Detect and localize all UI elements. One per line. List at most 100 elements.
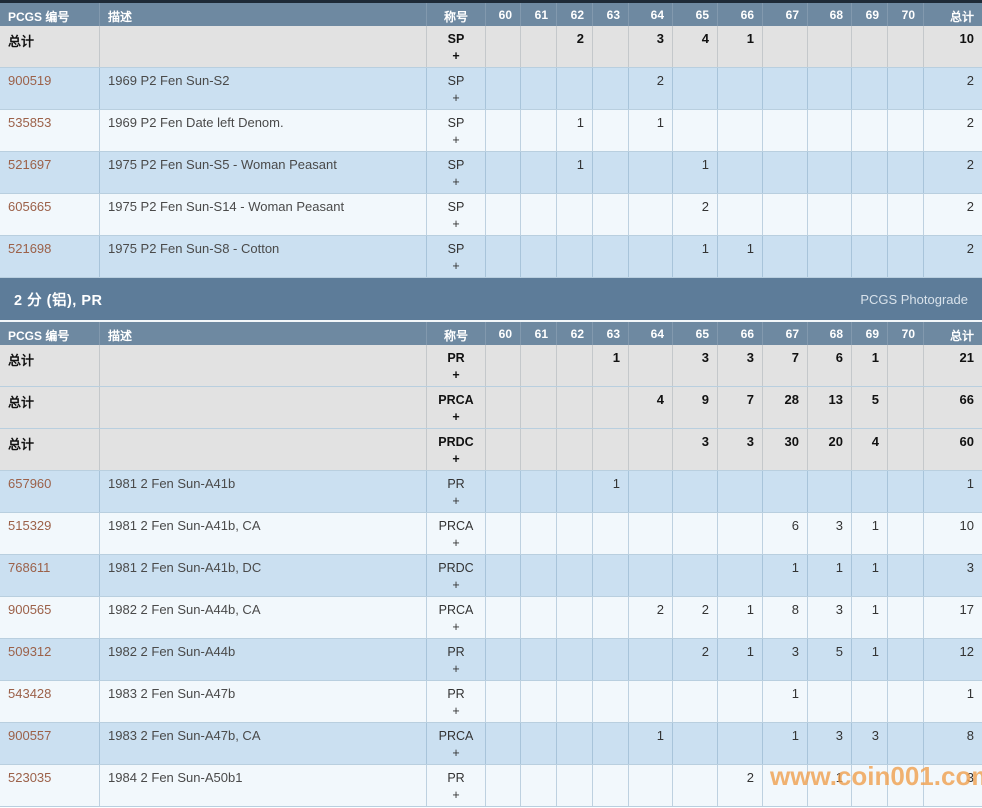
row-total-count: 3 [966,560,974,575]
grade-63-count [593,387,629,428]
column-header-69: 69 [852,3,888,26]
table-row: 515329 1981 2 Fen Sun-A41b, CA PRCA + 6 3 1 10 [0,513,982,555]
grade-60-count [486,194,521,235]
column-header-designation: 称号 [427,3,486,26]
grade-64-count: 2 [629,597,673,638]
grade-65-count [673,110,718,151]
grade-65-count [673,471,718,512]
designation-cell: SP + [427,194,486,235]
grade-67-count: 30 [763,429,808,470]
pcgs-number-link[interactable]: 509312 [0,639,100,680]
designation-cell: PR + [427,471,486,512]
pcgs-number-link[interactable]: 605665 [0,194,100,235]
column-header-63: 63 [593,322,629,345]
table-row: 523035 1984 2 Fen Sun-A50b1 PR + 2 1 3 [0,765,982,807]
total-row: 总计 PR +1 3 3 7 6 1 21 [0,345,982,387]
column-header-60: 60 [486,322,521,345]
table-row: 521698 1975 P2 Fen Sun-S8 - Cotton SP + 1 1 2 [0,236,982,278]
grade-68-count: 1 [808,555,852,596]
grade-66-count: 7 [718,387,763,428]
grade-70-count [888,429,924,470]
total-row-label: 总计 [0,387,100,428]
pcgs-number-link[interactable]: 900519 [0,68,100,109]
grade-67-count: 1 [763,681,808,722]
pcgs-photograde-link[interactable]: PCGS Photograde [860,291,968,307]
grade-66-count [718,513,763,554]
grade-63-count [593,723,629,764]
coin-description: 1969 P2 Fen Date left Denom. [100,110,427,151]
column-header-pcgs-number: PCGS 编号 [0,3,100,26]
grade-64-count [629,471,673,512]
table-row: 900557 1983 2 Fen Sun-A47b, CA PRCA +1 1 3 3 8 [0,723,982,765]
grade-68-count: 5 [808,639,852,680]
pcgs-number-link[interactable]: 521697 [0,152,100,193]
grade-67-count [763,68,808,109]
grade-65-count: 1 [673,236,718,277]
column-header-62: 62 [557,322,593,345]
grade-66-count: 3 [718,429,763,470]
grade-62-count [557,555,593,596]
pcgs-number-link[interactable]: 657960 [0,471,100,512]
grade-67-count [763,471,808,512]
section-header: 2 分 (铝), PR PCGS Photograde [0,278,982,322]
grade-62-count [557,765,593,806]
pcgs-number-link[interactable]: 543428 [0,681,100,722]
pcgs-number-link[interactable]: 523035 [0,765,100,806]
grade-68-count: 3 [808,513,852,554]
grade-65-count: 3 [673,345,718,386]
pcgs-number-link[interactable]: 768611 [0,555,100,596]
designation-cell: PR + [427,681,486,722]
row-total-count: 10 [959,518,974,533]
table-header-row: PCGS 编号 描述 称号 60 61 62 63 64 65 66 67 68 69 70 总计 [0,322,982,345]
coin-description: 1981 2 Fen Sun-A41b [100,471,427,512]
grade-65-count: 2 [673,597,718,638]
grade-70-count [888,236,924,277]
population-table-pr: PCGS 编号 描述 称号 60 61 62 63 64 65 66 67 68 69 70 总计总计 PR +… [0,322,982,807]
grade-60-count [486,429,521,470]
designation-cell: PRCA + [427,513,486,554]
total-row: 总计 PRCA + 4 9 7 28 13 5 66 [0,387,982,429]
grade-63-count [593,26,629,67]
grade-67-count [763,26,808,67]
row-total-count: 2 [966,199,974,214]
grade-67-count: 8 [763,597,808,638]
total-row: 总计 SP + 2 3 4 1 10 [0,26,982,68]
grade-69-count: 4 [852,429,888,470]
pcgs-number-link[interactable]: 535853 [0,110,100,151]
pcgs-number-link[interactable]: 521698 [0,236,100,277]
column-header-64: 64 [629,3,673,26]
column-header-66: 66 [718,322,763,345]
pcgs-number-link[interactable]: 900565 [0,597,100,638]
grade-61-count [521,471,557,512]
coin-description [100,345,427,386]
grade-60-count [486,555,521,596]
grade-62-count [557,345,593,386]
column-header-pcgs-number: PCGS 编号 [0,322,100,345]
pcgs-number-link[interactable]: 900557 [0,723,100,764]
grade-60-count [486,639,521,680]
grade-62-count [557,681,593,722]
grade-60-count [486,68,521,109]
grade-66-count [718,471,763,512]
column-header-65: 65 [673,3,718,26]
column-header-65: 65 [673,322,718,345]
pcgs-number-link[interactable]: 515329 [0,513,100,554]
grade-68-count [808,68,852,109]
column-header-67: 67 [763,3,808,26]
grade-64-count [629,513,673,554]
coin-description: 1984 2 Fen Sun-A50b1 [100,765,427,806]
grade-69-count: 1 [852,513,888,554]
grade-60-count [486,597,521,638]
grade-66-count: 2 [718,765,763,806]
row-total-count: 10 [959,31,974,46]
coin-description: 1969 P2 Fen Sun-S2 [100,68,427,109]
grade-63-count [593,152,629,193]
grade-63-count: 1 [593,345,629,386]
grade-67-count [763,765,808,806]
grade-70-count [888,152,924,193]
coin-description: 1981 2 Fen Sun-A41b, CA [100,513,427,554]
designation-cell: PR + [427,345,486,386]
grade-70-count [888,723,924,764]
grade-64-count: 2 [629,68,673,109]
